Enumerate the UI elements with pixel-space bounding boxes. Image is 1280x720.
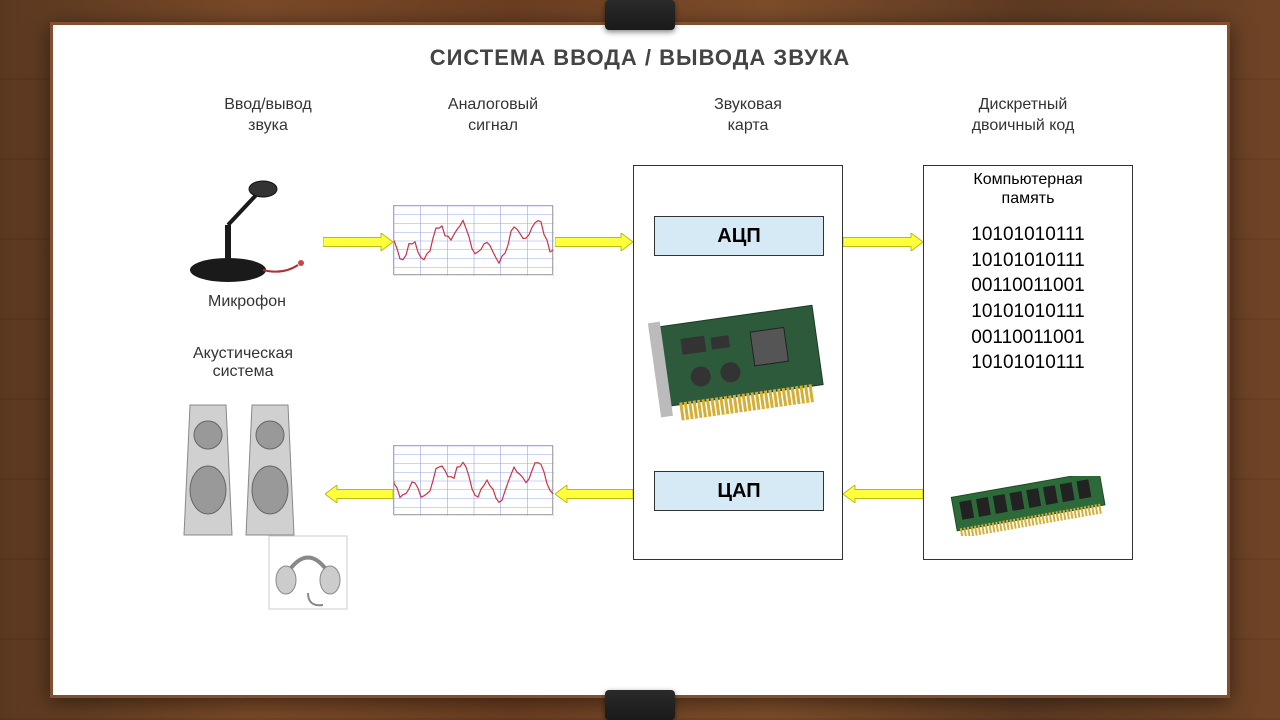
dac-box: ЦАП bbox=[654, 471, 824, 511]
arrow-0 bbox=[323, 233, 393, 251]
waveform-top bbox=[393, 205, 553, 275]
col-label-binary: Дискретныйдвоичный код bbox=[923, 95, 1123, 137]
sound-card-box: АЦП ЦАП bbox=[633, 165, 843, 560]
col-label-io: Ввод/выводзвука bbox=[188, 95, 348, 137]
microphone-icon bbox=[183, 175, 313, 285]
slide-title: СИСТЕМА ВВОДА / ВЫВОДА ЗВУКА bbox=[53, 45, 1227, 71]
memory-title: Компьютернаяпамять bbox=[924, 170, 1132, 208]
slide-paper: СИСТЕМА ВВОДА / ВЫВОДА ЗВУКА Ввод/выводз… bbox=[50, 22, 1230, 698]
col-label-analog: Аналоговыйсигнал bbox=[413, 95, 573, 137]
waveform-bottom bbox=[393, 445, 553, 515]
arrow-3 bbox=[843, 485, 923, 503]
binary-code: 1010101011110101010111001100110011010101… bbox=[924, 222, 1132, 376]
clip-bottom bbox=[605, 690, 675, 720]
col-label-card: Звуковаякарта bbox=[668, 95, 828, 137]
clip-top bbox=[605, 0, 675, 30]
memory-box: Компьютернаяпамять 101010101111010101011… bbox=[923, 165, 1133, 560]
headphones-icon bbox=[268, 535, 348, 610]
ram-icon bbox=[949, 476, 1109, 536]
speakers-icon bbox=[178, 395, 308, 545]
arrow-4 bbox=[555, 485, 633, 503]
speakers-label: Акустическаясистема bbox=[193, 345, 293, 381]
arrow-2 bbox=[843, 233, 923, 251]
sound-card-icon bbox=[644, 286, 834, 436]
arrow-5 bbox=[325, 485, 393, 503]
microphone-label: Микрофон bbox=[208, 293, 286, 311]
adc-box: АЦП bbox=[654, 216, 824, 256]
arrow-1 bbox=[555, 233, 633, 251]
